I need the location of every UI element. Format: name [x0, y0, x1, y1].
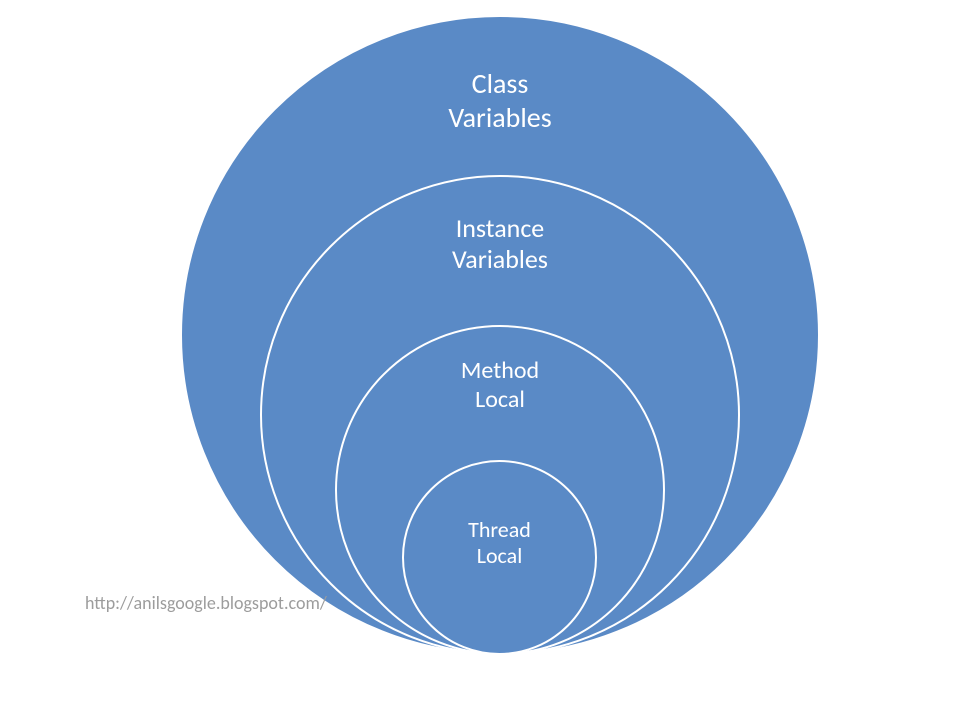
circle-label: Instance Variables — [452, 213, 548, 275]
circle-label: Thread Local — [468, 517, 531, 570]
circle-label: Class Variables — [448, 67, 551, 134]
circle-thread-local: Thread Local — [402, 460, 597, 655]
nested-circles-diagram: Class Variables Instance Variables Metho… — [180, 15, 820, 655]
circle-label: Method Local — [461, 357, 539, 415]
watermark-text: http://anilsgoogle.blogspot.com/ — [85, 592, 327, 614]
